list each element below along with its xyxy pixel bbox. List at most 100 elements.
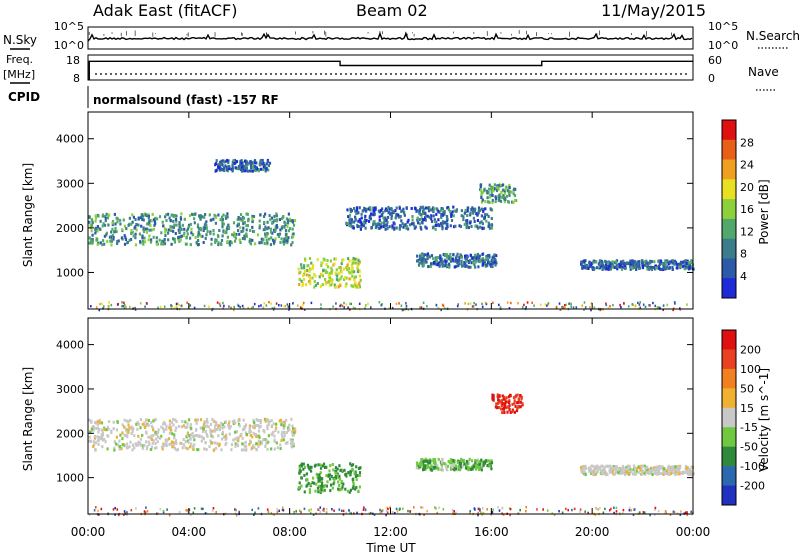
velocity-scatter-cell — [630, 509, 632, 512]
power-echo-cell — [486, 213, 489, 217]
velocity-scatter-cell — [257, 507, 260, 510]
velocity-scatter-cell — [421, 506, 424, 509]
power-scatter-cell — [407, 308, 410, 311]
power-echo-cell — [349, 221, 352, 225]
power-echo-cell — [250, 169, 253, 173]
velocity-echo-cell — [207, 425, 210, 429]
power-echo-cell — [636, 264, 639, 268]
velocity-echo-cell — [156, 440, 159, 444]
velocity-echo-cell — [255, 448, 258, 451]
power-echo-cell — [364, 217, 367, 221]
velocity-scatter-cell — [481, 507, 484, 510]
power-scatter-cell — [558, 302, 561, 305]
power-echo-cell — [215, 159, 218, 163]
power-echo-cell — [104, 216, 107, 220]
power-echo-cell — [420, 227, 423, 231]
velocity-echo-cell — [658, 468, 661, 472]
power-echo-cell — [257, 169, 260, 173]
power-echo-cell — [385, 218, 388, 222]
velocity-echo-cell — [332, 482, 335, 486]
power-echo-cell — [410, 207, 413, 210]
velocity-echo-cell — [663, 469, 667, 473]
power-echo-cell — [285, 239, 289, 243]
velocity-scatter-cell — [235, 514, 238, 517]
velocity-echo-cell — [267, 434, 270, 438]
power-echo-cell — [146, 227, 149, 231]
power-echo-cell — [239, 217, 242, 221]
velocity-echo-cell — [244, 440, 247, 444]
velocity-echo-cell — [225, 437, 228, 441]
velocity-echo-cell — [515, 409, 519, 413]
velocity-echo-cell — [150, 438, 153, 441]
power-scatter-cell — [124, 304, 126, 307]
power-scatter-cell — [349, 302, 351, 305]
velocity-echo-cell — [282, 424, 285, 428]
velocity-echo-cell — [474, 459, 477, 463]
power-scatter-cell — [216, 301, 219, 304]
power-echo-cell — [419, 225, 422, 229]
power-echo-cell — [508, 186, 511, 190]
velocity-echo-cell — [97, 430, 100, 434]
velocity-echo-cell — [302, 462, 305, 466]
power-echo-cell — [307, 269, 311, 272]
power-echo-cell — [479, 258, 482, 262]
velocity-echo-cell — [166, 438, 169, 442]
velocity-echo-cell — [209, 430, 212, 434]
power-echo-cell — [226, 235, 229, 239]
power-echo-cell — [460, 259, 463, 263]
power-echo-cell — [353, 261, 356, 265]
power-echo-cell — [219, 161, 222, 165]
power-echo-cell — [355, 285, 358, 289]
power-echo-cell — [358, 269, 361, 273]
freq-left-label: Freq. — [6, 53, 33, 66]
velocity-echo-cell — [475, 464, 478, 468]
power-echo-cell — [165, 219, 168, 222]
velocity-echo-cell — [609, 464, 612, 468]
power-echo-cell — [468, 265, 471, 269]
velocity-echo-cell — [478, 460, 481, 464]
power-echo-cell — [358, 206, 361, 210]
power-echo-cell — [472, 207, 475, 211]
velocity-echo-cell — [306, 463, 309, 467]
velocity-echo-cell — [101, 431, 104, 435]
power-echo-cell — [397, 215, 400, 219]
power-echo-cell — [658, 259, 661, 263]
velocity-ytick-label: 1000 — [56, 472, 84, 485]
velocity-echo-cell — [266, 427, 269, 431]
velocity-echo-cell — [636, 467, 639, 471]
velocity-colorbar-segment — [722, 368, 736, 389]
power-echo-cell — [141, 217, 144, 221]
power-echo-cell — [155, 242, 158, 246]
power-echo-cell — [494, 259, 497, 263]
velocity-scatter-cell — [664, 510, 667, 513]
power-echo-cell — [510, 190, 513, 194]
power-echo-cell — [600, 262, 603, 266]
velocity-scatter-cell — [379, 508, 381, 512]
power-scatter-cell — [95, 306, 98, 309]
velocity-scatter-cell — [469, 512, 471, 515]
power-scatter-cell — [584, 306, 587, 309]
velocity-echo-cell — [238, 424, 241, 428]
power-echo-cell — [103, 242, 106, 246]
velocity-scatter-cell — [628, 509, 631, 512]
velocity-echo-cell — [432, 459, 435, 462]
power-scatter-cell — [332, 305, 334, 308]
power-echo-cell — [308, 275, 312, 279]
power-echo-cell — [344, 284, 347, 288]
power-echo-cell — [120, 236, 123, 240]
power-echo-cell — [507, 191, 511, 195]
velocity-echo-cell — [607, 464, 610, 468]
velocity-echo-cell — [221, 437, 224, 441]
power-echo-cell — [604, 263, 608, 267]
power-echo-cell — [363, 207, 366, 211]
power-scatter-cell — [457, 303, 459, 306]
velocity-echo-cell — [437, 467, 440, 471]
velocity-echo-cell — [201, 426, 204, 430]
velocity-echo-cell — [157, 431, 160, 435]
power-echo-cell — [664, 259, 667, 263]
velocity-echo-cell — [315, 482, 318, 486]
velocity-echo-cell — [466, 465, 469, 469]
power-echo-cell — [331, 268, 334, 272]
velocity-scatter-cell — [333, 509, 335, 512]
power-echo-cell — [368, 214, 372, 218]
